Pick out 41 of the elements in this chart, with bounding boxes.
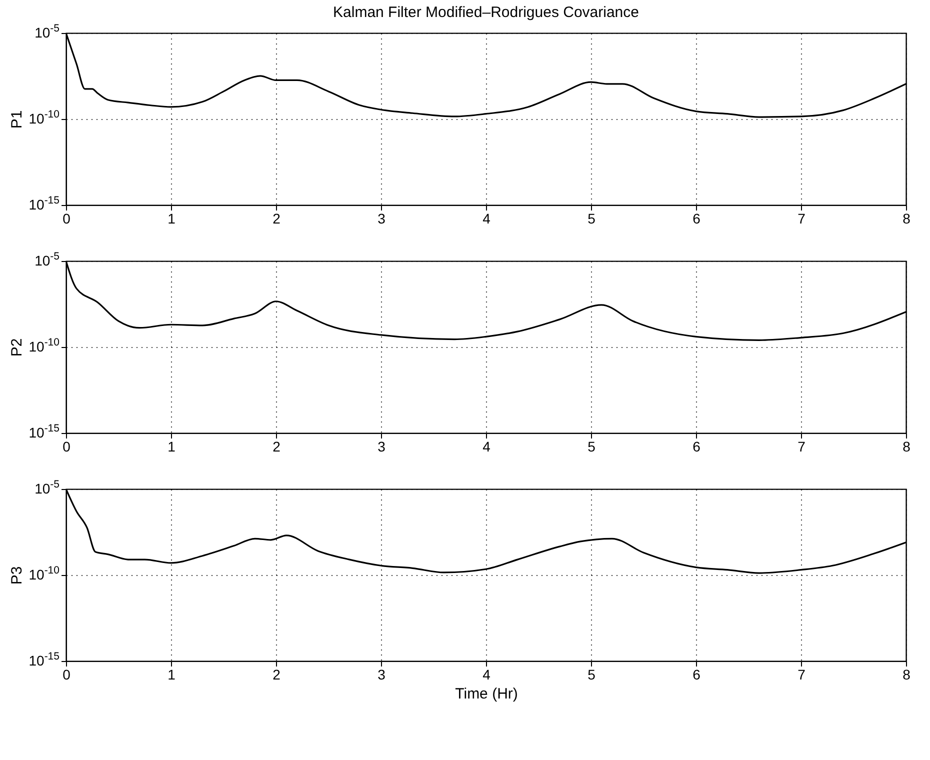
x-tick-label: 7	[798, 438, 806, 454]
x-tick-label: 3	[378, 666, 386, 682]
y-tick-label: 10$^{-10}$	[28, 108, 60, 126]
chart-title: Kalman Filter Modified–Rodrigues Covariance	[333, 4, 639, 21]
y-tick-label: 10$^{-15}$	[28, 650, 60, 668]
x-tick-label: 2	[272, 666, 281, 682]
x-tick-label: 4	[482, 438, 491, 454]
x-tick-label: 0	[62, 666, 71, 682]
x-tick-label: 3	[378, 438, 386, 454]
y-tick-label: 10$^{-5}$	[34, 478, 60, 496]
y-tick-label: 10$^{-10}$	[28, 564, 60, 582]
x-tick-label: 8	[902, 438, 911, 454]
x-tick-label: 0	[62, 438, 71, 454]
y-axis-title: P3	[8, 566, 26, 585]
x-tick-label: 1	[168, 666, 176, 682]
x-tick-label: 2	[272, 438, 281, 454]
y-tick-label: 10$^{-15}$	[28, 194, 60, 212]
x-tick-label: 0	[62, 210, 71, 226]
x-tick-label: 4	[482, 210, 491, 226]
y-tick-label: 10$^{-5}$	[34, 22, 60, 40]
x-tick-label: 7	[798, 210, 806, 226]
x-axis-title: Time (Hr)	[455, 686, 518, 702]
x-tick-label: 6	[692, 438, 701, 454]
y-tick-label: 10$^{-10}$	[28, 336, 60, 354]
x-tick-label: 5	[588, 438, 596, 454]
y-axis-title: P1	[8, 110, 26, 129]
y-axis-title: P2	[8, 338, 26, 357]
x-tick-label: 6	[692, 210, 701, 226]
x-tick-label: 8	[902, 666, 911, 682]
x-tick-label: 3	[378, 210, 386, 226]
x-tick-label: 1	[168, 210, 176, 226]
x-tick-label: 8	[902, 210, 911, 226]
y-tick-label: 10$^{-5}$	[34, 250, 60, 268]
x-tick-label: 6	[692, 666, 701, 682]
y-tick-label: 10$^{-15}$	[28, 422, 60, 440]
x-tick-label: 7	[798, 666, 806, 682]
x-tick-label: 1	[168, 438, 176, 454]
x-tick-label: 5	[588, 210, 596, 226]
x-tick-label: 4	[482, 666, 491, 682]
x-tick-label: 2	[272, 210, 281, 226]
x-tick-label: 5	[588, 666, 596, 682]
